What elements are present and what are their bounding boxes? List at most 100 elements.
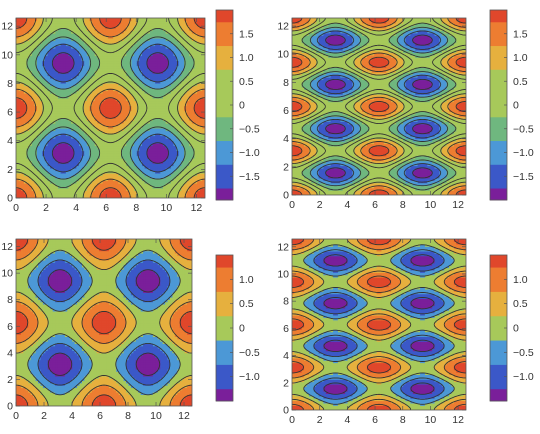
heatmap-cell: [39, 43, 43, 47]
heatmap-cell: [94, 160, 98, 164]
heatmap-cell: [47, 68, 51, 72]
heatmap-cell: [136, 83, 140, 87]
heatmap-cell: [121, 180, 125, 184]
heatmap-cell: [55, 160, 59, 164]
heatmap-cell: [94, 48, 98, 52]
heatmap-cell: [163, 40, 167, 44]
heatmap-cell: [34, 90, 38, 94]
heatmap-cell: [47, 58, 51, 62]
heatmap-cell: [34, 175, 38, 179]
heatmap-cell: [123, 145, 127, 149]
heatmap-cell: [113, 40, 117, 44]
heatmap-cell: [173, 123, 177, 127]
heatmap-cell: [16, 155, 20, 159]
heatmap-cell: [121, 18, 125, 22]
heatmap-cell: [152, 38, 156, 42]
heatmap-cell: [31, 103, 35, 107]
heatmap-cell: [26, 85, 30, 89]
heatmap-cell: [55, 50, 59, 54]
heatmap-cell: [47, 103, 51, 107]
heatmap-cell: [191, 85, 196, 89]
heatmap-cell: [184, 60, 188, 64]
heatmap-cell: [107, 190, 112, 194]
heatmap-cell: [34, 125, 38, 129]
heatmap-cell: [121, 190, 125, 194]
heatmap-cell: [115, 58, 119, 62]
heatmap-cell: [155, 150, 159, 154]
heatmap-cell: [65, 83, 70, 87]
heatmap-cell: [58, 20, 62, 24]
heatmap-cell: [71, 185, 75, 189]
heatmap-cell: [37, 80, 41, 84]
heatmap-cell: [139, 180, 143, 184]
heatmap-cell: [107, 158, 112, 162]
heatmap-cell: [126, 155, 130, 159]
heatmap-cell: [194, 103, 198, 107]
heatmap-cell: [184, 55, 188, 59]
heatmap-cell: [178, 90, 182, 94]
heatmap-cell: [23, 85, 28, 89]
heatmap-cell: [76, 160, 80, 164]
heatmap-cell: [170, 55, 175, 59]
heatmap-cell: [60, 140, 64, 144]
heatmap-cell: [60, 113, 64, 117]
heatmap-cell: [81, 113, 85, 117]
heatmap-cell: [31, 118, 35, 122]
heatmap-cell: [73, 38, 77, 42]
heatmap-cell: [42, 80, 46, 84]
heatmap-cell: [123, 163, 127, 167]
heatmap-cell: [194, 43, 198, 47]
heatmap-cell: [26, 115, 30, 119]
heatmap-cell: [34, 100, 38, 104]
heatmap-cell: [84, 35, 88, 39]
heatmap-cell: [44, 190, 49, 194]
heatmap-cell: [136, 18, 140, 22]
heatmap-cell: [55, 123, 59, 127]
heatmap-cell: [136, 55, 140, 59]
heatmap-cell: [139, 165, 143, 169]
heatmap-cell: [121, 170, 125, 174]
heatmap-cell: [189, 93, 193, 97]
heatmap-cell: [79, 43, 83, 47]
heatmap-cell: [191, 185, 196, 189]
heatmap-cell: [23, 148, 28, 152]
heatmap-cell: [147, 98, 151, 102]
heatmap-cell: [31, 73, 35, 77]
heatmap-cell: [121, 140, 125, 144]
heatmap-cell: [58, 178, 62, 182]
heatmap-cell: [131, 63, 135, 67]
heatmap-cell: [136, 100, 140, 104]
heatmap-cell: [181, 48, 185, 52]
heatmap-cell: [134, 168, 138, 172]
heatmap-cell: [84, 133, 88, 137]
heatmap-cell: [115, 155, 119, 159]
heatmap-cell: [37, 110, 41, 114]
heatmap-cell: [37, 183, 41, 187]
heatmap-cell: [79, 148, 83, 152]
heatmap-cell: [165, 143, 169, 147]
heatmap-cell: [21, 115, 25, 119]
heatmap-cell: [37, 173, 41, 177]
heatmap-cell: [176, 120, 180, 124]
heatmap-cell: [113, 103, 117, 107]
heatmap-cell: [113, 153, 117, 157]
heatmap-cell: [173, 30, 177, 34]
heatmap-cell: [97, 113, 101, 117]
heatmap-cell: [31, 155, 35, 159]
heatmap-cell: [52, 143, 56, 147]
heatmap-cell: [128, 23, 133, 27]
heatmap-cell: [155, 153, 159, 157]
heatmap-cell: [181, 148, 185, 152]
heatmap-cell: [55, 88, 59, 92]
heatmap-cell: [21, 70, 25, 74]
heatmap-cell: [58, 80, 62, 84]
heatmap-cell: [160, 173, 164, 177]
heatmap-cell: [105, 28, 109, 32]
heatmap-cell: [142, 135, 146, 139]
heatmap-cell: [42, 48, 46, 52]
heatmap-cell: [102, 28, 106, 32]
heatmap-cell: [65, 113, 70, 117]
heatmap-cell: [84, 100, 88, 104]
heatmap-cell: [115, 30, 119, 34]
heatmap-cell: [176, 180, 180, 184]
